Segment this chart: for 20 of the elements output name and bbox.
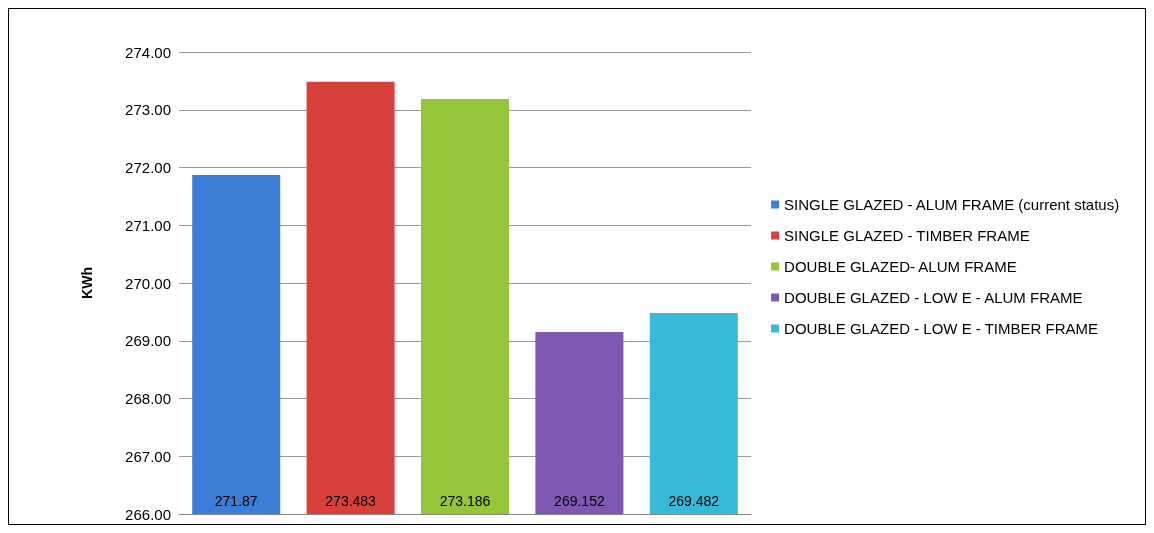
legend-label: DOUBLE GLAZED - LOW E - ALUM FRAME (784, 289, 1083, 306)
y-tick-label: 272.00 (125, 159, 171, 176)
y-tick-label: 270.00 (125, 274, 171, 292)
y-axis-title: KWh (79, 267, 95, 299)
legend-label: SINGLE GLAZED - TIMBER FRAME (784, 227, 1030, 244)
data-label: 269.482 (668, 493, 720, 509)
data-label: 273.186 (439, 493, 491, 509)
y-tick-label: 268.00 (125, 390, 171, 407)
y-tick-label: 266.00 (125, 505, 171, 523)
data-label: 273.483 (325, 493, 377, 509)
y-tick-label: 267.00 (125, 447, 171, 465)
y-tick-label: 271.00 (125, 216, 171, 234)
y-tick-label: 269.00 (125, 332, 171, 350)
legend-label: SINGLE GLAZED - ALUM FRAME (current status) (784, 196, 1120, 213)
data-label: 269.152 (554, 493, 605, 509)
y-tick-label: 274.00 (125, 43, 171, 61)
data-label: 271.87 (214, 493, 258, 509)
legend-label: DOUBLE GLAZED- ALUM FRAME (784, 258, 1017, 275)
y-tick-label: 273.00 (125, 101, 171, 119)
legend-label: DOUBLE GLAZED - LOW E - TIMBER FRAME (784, 320, 1099, 337)
